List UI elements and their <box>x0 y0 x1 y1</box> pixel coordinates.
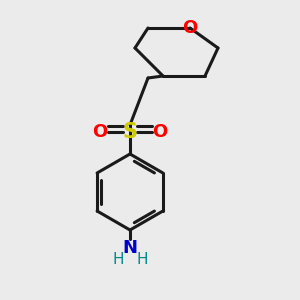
Text: N: N <box>122 239 137 257</box>
Text: H: H <box>112 253 124 268</box>
Text: O: O <box>92 123 108 141</box>
Text: S: S <box>122 122 137 142</box>
Text: H: H <box>136 253 148 268</box>
Text: O: O <box>182 19 198 37</box>
Text: O: O <box>152 123 168 141</box>
